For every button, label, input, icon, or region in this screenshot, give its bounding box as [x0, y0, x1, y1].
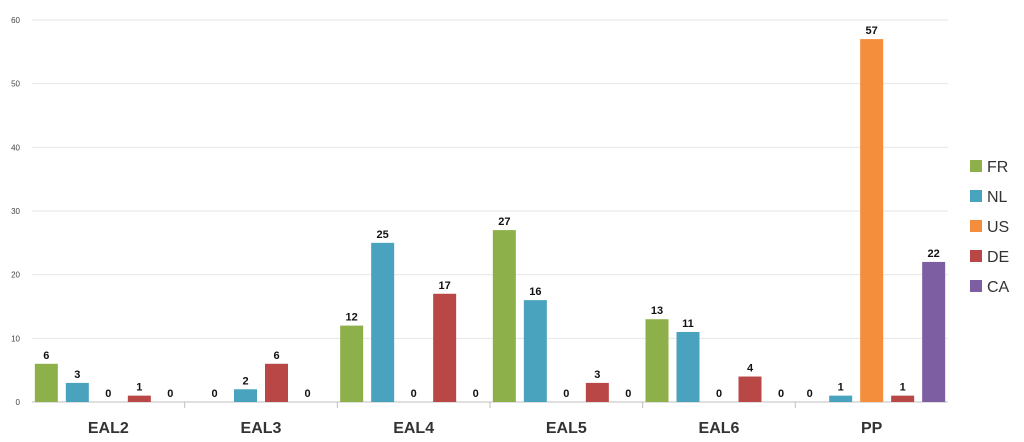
- legend: FR NL US DE CA: [970, 159, 1010, 296]
- data-label: 1: [838, 382, 844, 394]
- y-tick-label: 50: [11, 80, 20, 89]
- x-category-label: EAL2: [88, 420, 129, 437]
- legend-swatch: [970, 220, 982, 232]
- legend-item-de: DE: [970, 249, 1009, 266]
- data-label: 1: [900, 382, 906, 394]
- data-label: 17: [439, 280, 451, 292]
- y-tick-label: 0: [16, 398, 21, 407]
- legend-label: FR: [987, 159, 1008, 176]
- data-label: 57: [866, 25, 878, 37]
- grid-lines: [32, 19, 948, 408]
- data-label: 0: [778, 388, 784, 400]
- bars: [34, 39, 946, 402]
- legend-item-ca: CA: [970, 279, 1010, 296]
- data-label: 25: [377, 229, 389, 241]
- bar-nl-pp: [829, 395, 853, 402]
- y-tick-label: 40: [11, 143, 20, 152]
- data-label: 0: [304, 388, 310, 400]
- data-label: 0: [473, 388, 479, 400]
- data-label: 12: [346, 312, 358, 324]
- legend-swatch: [970, 190, 982, 202]
- data-label: 16: [529, 286, 541, 298]
- legend-item-nl: NL: [970, 189, 1008, 206]
- data-label: 0: [807, 388, 813, 400]
- y-tick-label: 60: [11, 16, 20, 25]
- legend-label: CA: [987, 279, 1010, 296]
- data-label: 0: [563, 388, 569, 400]
- x-category-label: EAL5: [546, 420, 587, 437]
- y-tick-label: 10: [11, 334, 20, 343]
- bar-nl-eal4: [371, 242, 395, 402]
- y-tick-label: 30: [11, 207, 20, 216]
- data-label: 0: [411, 388, 417, 400]
- data-label: 0: [105, 388, 111, 400]
- bar-de-eal3: [265, 363, 288, 402]
- data-label: 11: [682, 318, 694, 330]
- bar-nl-eal2: [65, 382, 89, 402]
- data-label: 27: [498, 216, 510, 228]
- data-labels: 6 3 0 1 0 0 2 6 0 12 25 0 17 0 27 16 0 3 0 13 11 0 4 0 0 1 57 1 22: [43, 25, 940, 400]
- data-label: 3: [74, 369, 80, 381]
- x-category-label: EAL4: [393, 420, 434, 437]
- data-label: 22: [928, 248, 940, 260]
- y-axis-ticks: 0 10 20 30 40 50 60: [11, 16, 20, 407]
- data-label: 13: [651, 305, 663, 317]
- x-category-label: EAL6: [699, 420, 740, 437]
- bar-nl-eal6: [676, 331, 700, 402]
- x-axis-categories: EAL2 EAL3 EAL4 EAL5 EAL6 PP: [88, 420, 883, 437]
- legend-label: NL: [987, 189, 1008, 206]
- legend-item-us: US: [970, 219, 1009, 236]
- bar-de-eal4: [433, 293, 457, 402]
- data-label: 1: [136, 382, 142, 394]
- bar-fr-eal5: [492, 230, 516, 402]
- bar-de-pp: [891, 395, 915, 402]
- legend-swatch: [970, 250, 982, 262]
- bar-ca-pp: [922, 261, 946, 402]
- bar-nl-eal5: [523, 300, 547, 402]
- data-label: 3: [594, 369, 600, 381]
- bar-de-eal5: [585, 382, 609, 402]
- data-label: 2: [242, 375, 248, 387]
- bar-fr-eal2: [34, 363, 58, 402]
- data-label: 0: [167, 388, 173, 400]
- bar-us-pp: [860, 39, 884, 402]
- legend-swatch: [970, 160, 982, 172]
- bar-fr-eal6: [645, 319, 669, 402]
- bar-de-eal2: [127, 395, 151, 402]
- legend-label: US: [987, 219, 1009, 236]
- data-label: 6: [273, 350, 279, 362]
- data-label: 4: [747, 363, 754, 375]
- data-label: 0: [211, 388, 217, 400]
- x-category-label: EAL3: [241, 420, 282, 437]
- legend-item-fr: FR: [970, 159, 1008, 176]
- data-label: 0: [625, 388, 631, 400]
- data-label: 6: [43, 350, 49, 362]
- x-category-label: PP: [861, 420, 883, 437]
- bar-fr-eal4: [340, 325, 364, 402]
- legend-label: DE: [987, 249, 1009, 266]
- bar-de-eal6: [738, 376, 762, 402]
- y-tick-label: 20: [11, 271, 20, 280]
- data-label: 0: [716, 388, 722, 400]
- legend-swatch: [970, 280, 982, 292]
- bar-nl-eal3: [234, 389, 257, 402]
